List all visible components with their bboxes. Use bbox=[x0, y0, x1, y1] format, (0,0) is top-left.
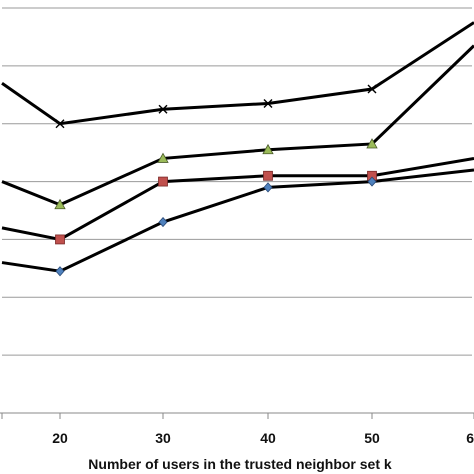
series-line-square bbox=[1, 156, 474, 242]
x-tick-label: 30 bbox=[155, 430, 171, 446]
data-point-square bbox=[158, 176, 168, 187]
data-point-triangle bbox=[366, 138, 378, 149]
data-point-diamond bbox=[263, 182, 273, 193]
data-point-x bbox=[263, 98, 273, 108]
x-tick-label: 50 bbox=[364, 430, 380, 446]
grid-lines bbox=[0, 7, 474, 419]
x-axis-title: Number of users in the trusted neighbor … bbox=[88, 456, 392, 472]
data-point-triangle bbox=[262, 143, 274, 155]
series-markers bbox=[54, 84, 378, 277]
series-line-triangle bbox=[1, 44, 474, 207]
x-tick-label: 60 bbox=[466, 430, 474, 446]
data-point-x bbox=[367, 84, 377, 94]
data-point-diamond bbox=[367, 176, 377, 187]
series-lines bbox=[1, 21, 474, 273]
data-point-x bbox=[55, 119, 65, 129]
series-line-x bbox=[1, 21, 474, 126]
data-point-diamond bbox=[55, 266, 65, 277]
data-point-square bbox=[55, 234, 65, 245]
x-tick-label: 40 bbox=[260, 430, 276, 446]
series-line-diamond bbox=[1, 168, 474, 273]
data-point-x bbox=[158, 104, 168, 114]
data-point-square bbox=[263, 170, 273, 181]
x-tick-labels: 20 30 40 50 60 bbox=[52, 430, 474, 446]
data-point-triangle bbox=[54, 198, 66, 210]
x-tick-label: 20 bbox=[52, 430, 68, 446]
data-point-triangle bbox=[157, 152, 169, 163]
data-point-diamond bbox=[158, 216, 168, 228]
